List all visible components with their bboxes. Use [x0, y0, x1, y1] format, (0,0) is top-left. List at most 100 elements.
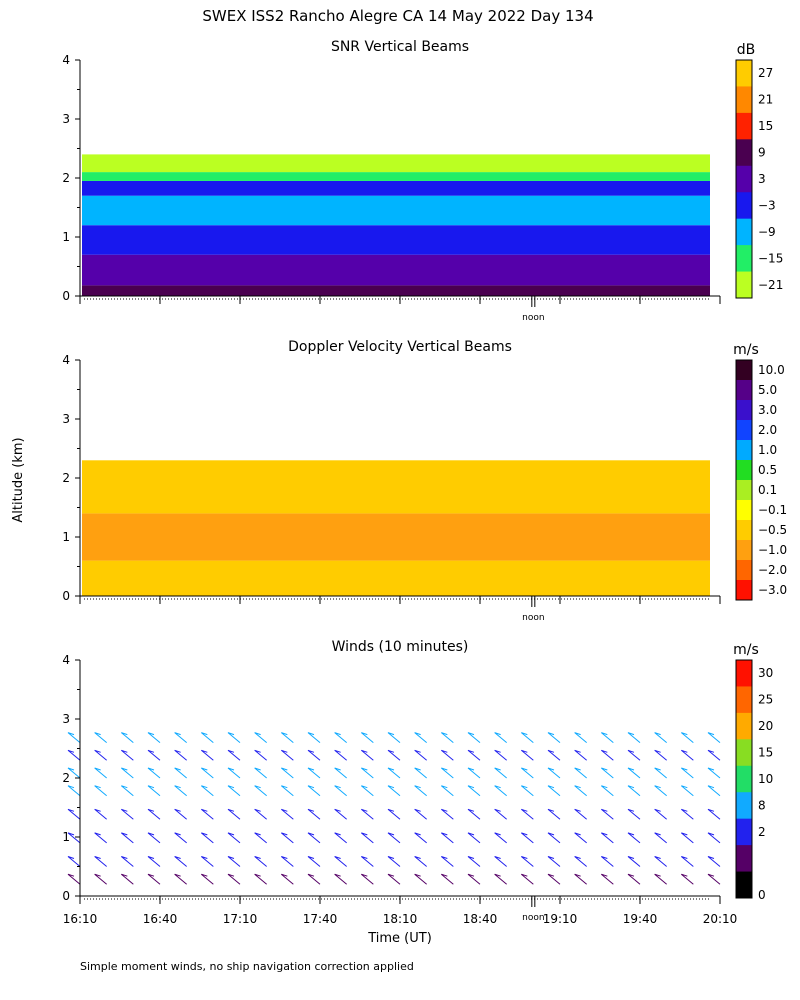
wind-barb	[147, 856, 161, 867]
wind-barb	[361, 785, 374, 797]
wind-barb	[494, 873, 507, 885]
wind-barb	[201, 832, 214, 844]
colorbar-label: −0.1	[758, 503, 787, 517]
colorbar-swatch	[736, 165, 752, 193]
wind-barb	[201, 749, 214, 761]
wind-barb	[574, 808, 587, 820]
wind-barb	[574, 832, 587, 844]
wind-barb	[94, 856, 107, 867]
wind-barb	[201, 808, 214, 820]
wind-barb	[574, 732, 587, 743]
wind-barb	[467, 785, 481, 797]
wind-barb	[654, 749, 667, 761]
wind-barb	[174, 767, 187, 779]
heat-band	[82, 172, 710, 181]
colorbar-label: 27	[758, 66, 773, 80]
heat-band	[82, 560, 710, 596]
colorbar-swatch	[736, 192, 752, 220]
colorbar-swatch	[736, 520, 752, 541]
colorbar-swatch	[736, 86, 752, 114]
colorbar-swatch	[736, 400, 752, 421]
wind-barb	[281, 856, 294, 867]
wind-barb	[547, 767, 561, 779]
wind-barb	[467, 767, 481, 779]
colorbar-swatch	[736, 380, 752, 401]
wind-barb	[521, 732, 534, 743]
wind-barb	[227, 767, 241, 779]
wind-barb	[387, 767, 401, 779]
wind-barb	[94, 732, 107, 743]
wind-barb	[441, 808, 454, 820]
wind-barb	[227, 749, 241, 761]
wind-barb	[121, 732, 134, 743]
wind-barb	[601, 856, 614, 867]
wind-barb	[387, 785, 401, 797]
wind-barb	[361, 732, 374, 743]
wind-barb	[627, 785, 641, 797]
wind-barb	[361, 873, 374, 885]
wind-barb	[254, 808, 267, 820]
wind-barb	[547, 832, 561, 844]
wind-barb	[414, 732, 427, 743]
x-tick-label: 17:10	[223, 912, 258, 926]
y-tick-label: 1	[62, 530, 70, 544]
wind-barb	[334, 873, 347, 885]
wind-barb	[334, 749, 347, 761]
colorbar-label: −2.0	[758, 563, 787, 577]
wind-barb	[707, 832, 721, 844]
colorbar-swatch	[736, 792, 752, 820]
wind-barb	[174, 732, 187, 743]
wind-barb	[654, 832, 667, 844]
wind-barb	[414, 785, 427, 797]
wind-barb	[627, 873, 641, 885]
wind-barb	[681, 732, 694, 743]
wind-barb	[467, 808, 481, 820]
colorbar-label: 3.0	[758, 403, 777, 417]
wind-barb	[147, 767, 161, 779]
heat-band	[82, 180, 710, 196]
x-tick-label: 18:10	[383, 912, 418, 926]
y-tick-label: 3	[62, 712, 70, 726]
colorbar-swatch	[736, 686, 752, 714]
colorbar-label: 2.0	[758, 423, 777, 437]
colorbar-swatch	[736, 500, 752, 521]
wind-barb	[307, 732, 321, 743]
wind-barb	[334, 808, 347, 820]
wind-barb	[254, 785, 267, 797]
colorbar-swatch	[736, 420, 752, 441]
wind-barb	[441, 873, 454, 885]
wind-barb	[441, 856, 454, 867]
wind-barb	[574, 873, 587, 885]
wind-barb	[254, 856, 267, 867]
y-tick-label: 3	[62, 112, 70, 126]
wind-barb	[387, 732, 401, 743]
wind-barb	[601, 808, 614, 820]
wind-barb	[441, 767, 454, 779]
heat-band	[82, 254, 710, 286]
wind-barb	[707, 873, 721, 885]
wind-barb	[67, 808, 81, 820]
wind-barb	[467, 832, 481, 844]
colorbar-label: 10	[758, 772, 773, 786]
wind-barb	[254, 832, 267, 844]
wind-barb	[307, 785, 321, 797]
wind-barb	[121, 767, 134, 779]
wind-barb	[681, 856, 694, 867]
noon-label: noon	[522, 313, 544, 323]
wind-barb	[174, 873, 187, 885]
wind-barb	[94, 873, 107, 885]
y-tick-label: 0	[62, 889, 70, 903]
wind-barb	[707, 749, 721, 761]
wind-barb	[201, 856, 214, 867]
wind-barb	[94, 749, 107, 761]
x-tick-label: 18:40	[463, 912, 498, 926]
colorbar-label: −3	[758, 198, 776, 212]
heat-band	[82, 225, 710, 255]
wind-barb	[494, 785, 507, 797]
panel-title: Winds (10 minutes)	[332, 639, 469, 655]
panel-title: SNR Vertical Beams	[331, 39, 469, 55]
colorbar-swatch	[736, 440, 752, 461]
wind-barb	[387, 856, 401, 867]
